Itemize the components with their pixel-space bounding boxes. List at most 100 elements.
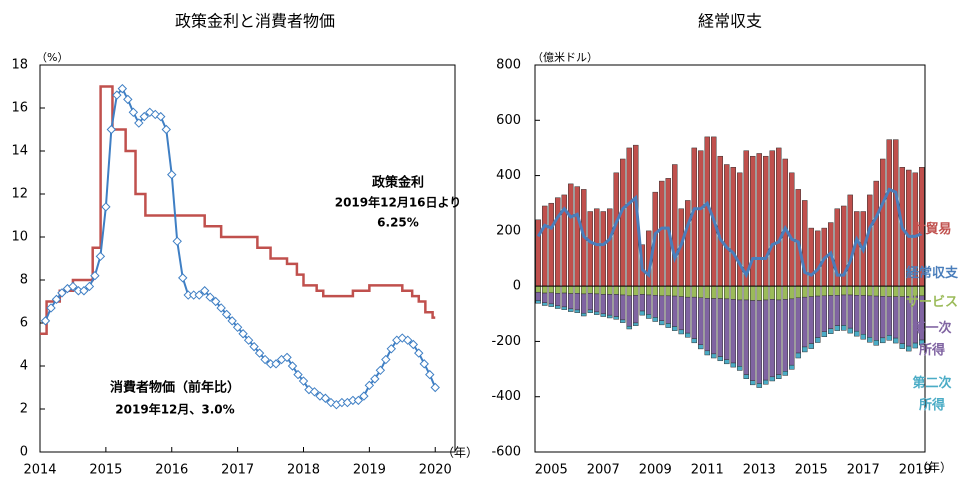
bar-segment — [717, 155, 723, 287]
marker — [134, 118, 144, 128]
bar-segment — [834, 285, 840, 296]
bar-segment — [860, 285, 866, 296]
plot-frame — [39, 64, 456, 453]
bar-segment — [724, 359, 730, 365]
bar-segment — [717, 356, 723, 362]
bar-segment — [581, 312, 587, 317]
bar-segment — [659, 320, 665, 326]
bar-segment — [789, 364, 795, 370]
bar-segment — [691, 285, 697, 298]
bar-segment — [886, 285, 892, 297]
annotation: 2019年12月16日より — [335, 195, 462, 210]
bar-segment — [737, 366, 743, 371]
marker — [216, 303, 226, 313]
y-tick-label: 16 — [11, 101, 28, 116]
x-tick-label: 2015 — [795, 463, 828, 478]
marker — [359, 391, 369, 401]
marker — [232, 322, 243, 333]
line — [44, 86, 437, 406]
bar-segment — [659, 285, 665, 297]
bar-segment — [899, 343, 905, 349]
bar-segment — [821, 285, 827, 297]
bar-segment — [555, 197, 561, 287]
bar-segment — [880, 296, 886, 339]
bar-segment — [555, 305, 561, 309]
bar-segment — [704, 350, 710, 356]
bar-segment — [873, 180, 879, 287]
marker — [287, 361, 298, 371]
bar-segment — [867, 285, 873, 297]
x-tick-label: 2014 — [23, 463, 56, 478]
bar-segment — [750, 380, 756, 386]
bar-segment — [646, 285, 652, 296]
bar-segment — [776, 285, 782, 301]
marker — [254, 348, 265, 358]
bar-segment — [600, 294, 606, 315]
y-tick-label: 6 — [20, 316, 28, 331]
bar-segment — [795, 297, 801, 354]
bar-segment — [594, 208, 600, 287]
bar-segment — [678, 329, 684, 335]
marker — [221, 309, 232, 320]
bar-segment — [633, 295, 639, 324]
bar-segment — [626, 325, 632, 330]
bar-segment — [854, 295, 860, 332]
bar-segment — [639, 294, 645, 312]
bar-segment — [808, 343, 814, 349]
bar-segment — [828, 328, 834, 334]
bar-segment — [776, 374, 782, 379]
bar-segment — [834, 325, 840, 331]
bar-segment — [672, 164, 678, 287]
marker — [282, 352, 292, 363]
marker — [172, 236, 182, 247]
bar-segment — [594, 285, 600, 295]
bar-segment — [886, 296, 892, 336]
x-tick-label: 2007 — [587, 463, 620, 478]
marker — [205, 292, 215, 302]
bar-segment — [802, 285, 808, 298]
bar-segment — [652, 285, 658, 296]
bar-segment — [711, 285, 717, 299]
bar-segment — [646, 314, 652, 319]
bar-segment — [600, 211, 606, 287]
bar-segment — [906, 345, 912, 352]
bar-segment — [574, 293, 580, 311]
bar-segment — [847, 294, 853, 329]
bar-segment — [737, 285, 743, 301]
x-tick-label: 2011 — [691, 463, 724, 478]
bar-segment — [691, 296, 697, 339]
marker — [68, 281, 78, 292]
bar-segment — [607, 314, 613, 319]
annotation: 政策金利 — [372, 175, 424, 191]
bar-segment — [802, 296, 808, 348]
bar-segment — [613, 316, 619, 320]
x-tick-label: 2005 — [535, 463, 568, 478]
bar-segment — [860, 295, 866, 335]
bar-segment — [717, 298, 723, 357]
y-tick-label: 600 — [496, 113, 521, 128]
annotation: 消費者物価（前年比） — [110, 380, 240, 396]
bar-segment — [828, 295, 834, 329]
bar-segment — [737, 299, 743, 367]
x-tick-label: 2015 — [89, 463, 122, 478]
bar-segment — [776, 299, 782, 375]
bar-segment — [795, 189, 801, 287]
marker — [101, 202, 111, 212]
marker — [139, 111, 149, 122]
marker — [243, 335, 254, 345]
bar-segment — [672, 295, 678, 327]
bar-segment — [769, 285, 775, 300]
y-tick-label: 8 — [20, 273, 28, 288]
marker — [95, 251, 106, 262]
bar-segment — [893, 285, 899, 297]
bar-segment — [880, 337, 886, 344]
bar-segment — [860, 333, 866, 340]
bar-segment — [594, 311, 600, 315]
bar-segment — [834, 295, 840, 326]
bar-segment — [535, 291, 541, 301]
marker — [90, 270, 100, 281]
bar-segment — [548, 202, 554, 287]
bar-segment — [867, 337, 873, 343]
bar-segment — [847, 285, 853, 296]
